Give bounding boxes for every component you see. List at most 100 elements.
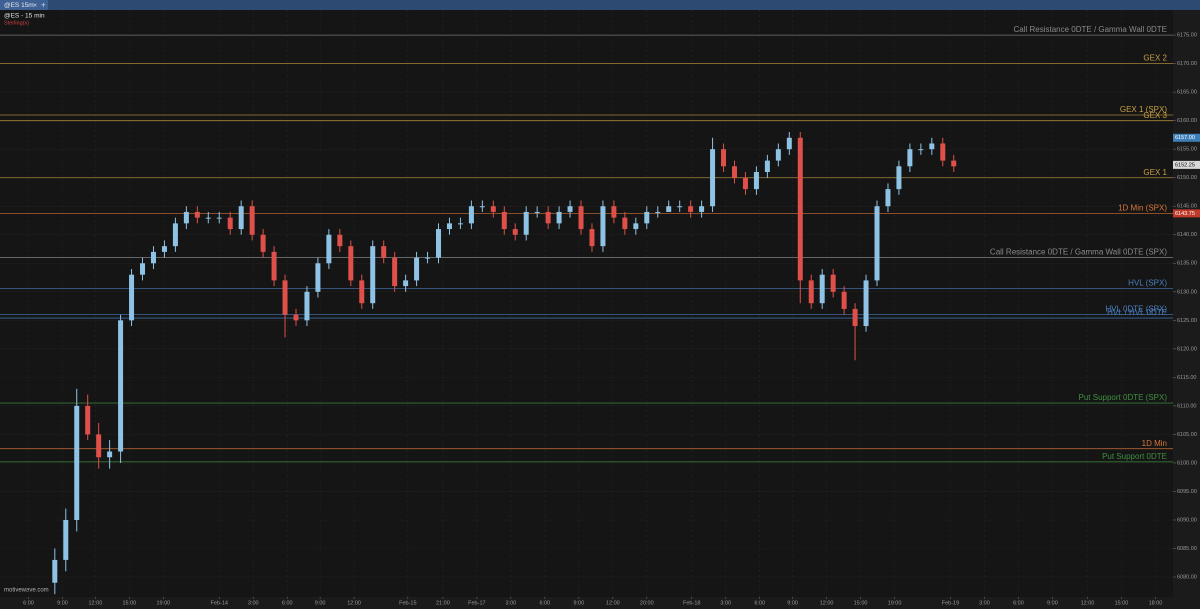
- candle-body: [819, 274, 825, 304]
- x-tick-label: 12:00: [347, 600, 361, 606]
- candle-body: [918, 149, 924, 151]
- candle-body: [907, 149, 913, 167]
- price-tag: [1173, 133, 1200, 142]
- price-tag: [1173, 160, 1200, 169]
- candle-body: [403, 280, 409, 287]
- tab[interactable]: [0, 0, 48, 10]
- y-tick-label: 6145.00: [1177, 204, 1197, 210]
- x-tick-label: 21:00: [436, 600, 450, 606]
- y-tick-label: 6165.00: [1177, 90, 1197, 96]
- y-tick-label: 6155.00: [1177, 147, 1197, 153]
- candle-body: [216, 217, 222, 219]
- candle-body: [830, 274, 836, 292]
- candle-body: [381, 246, 387, 258]
- candle-body: [260, 234, 266, 252]
- x-tick-label: 6:00: [282, 600, 293, 606]
- plot-area: [0, 10, 1173, 597]
- candle-body: [425, 257, 431, 259]
- candle-body: [797, 137, 803, 281]
- candle-body: [611, 206, 617, 218]
- candle-body: [589, 229, 595, 247]
- candle-body: [699, 206, 705, 212]
- x-tick-label: 3:00: [505, 600, 516, 606]
- candle-body: [808, 280, 814, 304]
- candle-body: [293, 314, 299, 321]
- candle-body: [523, 211, 529, 235]
- tab-close[interactable]: ×: [33, 2, 37, 9]
- tab-bar: [0, 0, 1200, 10]
- y-tick-label: 6130.00: [1177, 289, 1197, 295]
- y-tick-label: 6090.00: [1177, 517, 1197, 523]
- level-label: HVL (SPX): [1128, 278, 1167, 287]
- candle-body: [370, 246, 376, 304]
- candle-body: [655, 211, 661, 213]
- candle-body: [359, 280, 365, 304]
- candle-body: [874, 206, 880, 281]
- candle-body: [688, 206, 694, 212]
- x-tick-label: 15:00: [854, 600, 868, 606]
- candle-body: [194, 211, 200, 218]
- candle-body: [436, 229, 442, 258]
- candle-body: [556, 211, 562, 224]
- level-label: GEX 3: [1143, 111, 1167, 120]
- y-tick-label: 6100.00: [1177, 460, 1197, 466]
- candle-body: [468, 206, 474, 224]
- y-tick-label: 6135.00: [1177, 261, 1197, 267]
- x-tick-label: Feb-17: [468, 600, 485, 606]
- y-tick-label: 6105.00: [1177, 432, 1197, 438]
- price-tag-label: 6152.25: [1175, 162, 1195, 168]
- candle-body: [896, 166, 902, 190]
- level-label: 1D Min (SPX): [1118, 203, 1167, 212]
- candle-body: [534, 211, 540, 213]
- candle-body: [337, 234, 343, 247]
- candle-body: [282, 280, 288, 315]
- y-tick-label: 6110.00: [1177, 403, 1196, 409]
- level-label: Put Support 0DTE (SPX): [1079, 393, 1168, 402]
- candle-body: [940, 143, 946, 161]
- price-axis: [1173, 10, 1200, 609]
- candle-body: [172, 223, 178, 247]
- x-tick-label: 12:00: [606, 600, 620, 606]
- x-tick-label: 9:00: [1047, 600, 1058, 606]
- x-tick-label: 6:00: [23, 600, 34, 606]
- candle-body: [326, 234, 332, 264]
- candle-body: [227, 217, 233, 230]
- price-tag: [1173, 209, 1200, 218]
- candle-body: [74, 405, 80, 520]
- candle-body: [414, 257, 420, 281]
- candle-body: [731, 166, 737, 178]
- level-label: Call Resistance 0DTE / Gamma Wall 0DTE (…: [990, 248, 1167, 257]
- time-axis: [0, 597, 1173, 609]
- price-tag-label: 6157.00: [1175, 135, 1195, 141]
- level-label: GEX 1: [1143, 168, 1167, 177]
- candle-body: [238, 206, 244, 230]
- candle-body: [457, 223, 463, 225]
- x-tick-label: 12:00: [88, 600, 102, 606]
- candle-body: [315, 263, 321, 292]
- x-tick-label: Feb-18: [683, 600, 700, 606]
- y-tick-label: 6170.00: [1177, 61, 1197, 67]
- x-tick-label: 20:00: [640, 600, 654, 606]
- x-tick-label: 6:00: [1013, 600, 1024, 606]
- level-label: Call Resistance 0DTE / Gamma Wall 0DTE: [1013, 25, 1167, 34]
- y-tick-label: 6175.00: [1177, 33, 1197, 39]
- candle-body: [52, 559, 58, 583]
- level-label: GEX 2: [1143, 54, 1167, 63]
- x-tick-label: 12:00: [1081, 600, 1095, 606]
- x-tick-label: 9:00: [57, 600, 68, 606]
- y-tick-label: 6115.00: [1177, 375, 1196, 381]
- candle-body: [392, 257, 398, 287]
- y-tick-label: 6160.00: [1177, 118, 1197, 124]
- candle-body: [512, 229, 518, 235]
- chart-title: @ES - 15 min: [4, 13, 45, 20]
- candle-body: [852, 308, 858, 327]
- level-label: HVL / HVL 0DTE: [1107, 308, 1167, 317]
- x-tick-label: 15:00: [122, 600, 136, 606]
- candle-body: [183, 211, 189, 224]
- candle-body: [863, 280, 869, 327]
- candle-body: [118, 320, 124, 452]
- y-tick-label: 6095.00: [1177, 489, 1197, 495]
- tab-add[interactable]: +: [41, 1, 46, 10]
- candle-body: [666, 206, 672, 212]
